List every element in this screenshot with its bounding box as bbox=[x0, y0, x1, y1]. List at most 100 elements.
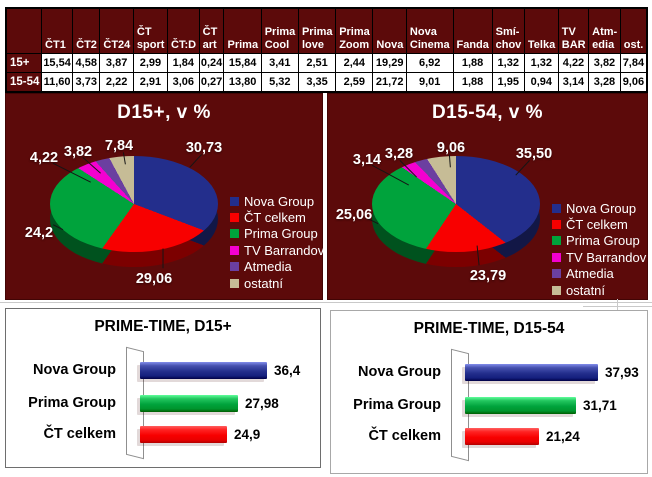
share-value-cell: 0,94 bbox=[523, 72, 559, 93]
bar-category-label: ČT celkem bbox=[43, 426, 116, 442]
share-value-cell: 3,87 bbox=[99, 53, 134, 73]
legend-swatch bbox=[230, 213, 239, 223]
bar-category-label: Prima Group bbox=[353, 397, 441, 413]
share-value-cell: 11,60 bbox=[41, 72, 74, 93]
bar-track: 36,4 bbox=[140, 361, 301, 379]
bar-row: Prima Group 31,71 bbox=[335, 394, 645, 416]
share-value-cell: 15,84 bbox=[223, 53, 262, 73]
legend-item: Nova Group bbox=[552, 200, 646, 216]
column-header: ČT2 bbox=[72, 7, 101, 54]
bar-prima-group bbox=[140, 394, 238, 412]
pie-value-label: 4,22 bbox=[29, 150, 59, 166]
pie-value-label: 30,73 bbox=[185, 140, 223, 156]
bar-panel-primetime-d15plus: PRIME-TIME, D15+ Nova Group 36,4 Prima G… bbox=[5, 308, 321, 468]
pie-panel-d15-54: D15-54, v % 35,50 23,79 25,06 3,14 3,28 … bbox=[327, 93, 648, 300]
row-header: 15+ bbox=[5, 53, 43, 73]
pie-panel-d15plus: D15+, v % 30,73 29,06 24,2 4,22 3,82 7,8… bbox=[5, 93, 324, 300]
column-header: Nova bbox=[372, 7, 407, 54]
share-value-cell: 6,92 bbox=[405, 53, 454, 73]
pie-value-label: 3,82 bbox=[63, 144, 93, 160]
share-value-cell: 19,29 bbox=[372, 53, 407, 73]
share-value-cell: 15,54 bbox=[41, 53, 74, 73]
share-value-cell: 3,14 bbox=[557, 72, 590, 93]
share-value-cell: 2,59 bbox=[335, 72, 374, 93]
bar-ct-celkem bbox=[140, 425, 227, 443]
legend-label: ČT celkem bbox=[244, 210, 306, 226]
column-header: Fanda bbox=[452, 7, 493, 54]
bar-row: Prima Group 27,98 bbox=[10, 392, 318, 414]
bar-category-label: ČT celkem bbox=[368, 428, 441, 444]
legend-swatch bbox=[230, 196, 239, 206]
bar-value-label: 24,9 bbox=[234, 426, 261, 442]
column-header: Prima Zoom bbox=[335, 7, 374, 54]
legend-item: ČT celkem bbox=[552, 216, 646, 232]
bar-track: 27,98 bbox=[140, 394, 279, 412]
share-value-cell: 3,06 bbox=[167, 72, 200, 93]
legend-item: TV Barrandov bbox=[552, 249, 646, 265]
share-value-cell: 7,84 bbox=[619, 53, 648, 73]
pie-value-label: 9,06 bbox=[436, 140, 466, 156]
legend-label: TV Barrandov bbox=[244, 242, 325, 258]
bar-nova-group bbox=[140, 361, 267, 379]
pie-value-label: 29,06 bbox=[135, 271, 173, 287]
legend-item: ostatní bbox=[230, 275, 324, 291]
share-value-cell: 9,06 bbox=[619, 72, 648, 93]
bar-value-label: 27,98 bbox=[245, 395, 279, 411]
share-value-cell: 2,44 bbox=[335, 53, 374, 73]
bar-track: 37,93 bbox=[465, 363, 639, 381]
pie-value-label: 24,2 bbox=[24, 225, 54, 241]
share-value-cell: 1,88 bbox=[452, 72, 493, 93]
share-value-cell: 0,27 bbox=[198, 72, 225, 93]
share-value-cell: 4,22 bbox=[557, 53, 590, 73]
legend-label: Prima Group bbox=[244, 226, 318, 242]
legend-swatch bbox=[552, 252, 561, 262]
column-header: ČT art bbox=[198, 7, 225, 54]
share-value-cell: 0,24 bbox=[198, 53, 225, 73]
pie-3d-surface bbox=[372, 156, 540, 252]
legend-swatch bbox=[230, 229, 239, 239]
column-header: ČT sport bbox=[132, 7, 169, 54]
bar-ct-celkem bbox=[465, 427, 539, 445]
share-value-cell: 9,01 bbox=[405, 72, 454, 93]
legend-label: Nova Group bbox=[566, 200, 637, 216]
column-header: ost. bbox=[619, 7, 648, 54]
pie-chart-d15plus bbox=[50, 156, 218, 267]
column-header: ČT:D bbox=[167, 7, 200, 54]
bar-value-label: 36,4 bbox=[274, 362, 301, 378]
spreadsheet-gridline bbox=[0, 302, 652, 303]
legend-item: Nova Group bbox=[230, 193, 324, 209]
legend-label: TV Barrandov bbox=[566, 249, 647, 265]
legend-label: Atmedia bbox=[566, 266, 614, 282]
pie-legend: Nova Group ČT celkem Prima Group TV Barrand… bbox=[230, 193, 324, 291]
legend-swatch bbox=[552, 236, 561, 246]
bar-track: 24,9 bbox=[140, 425, 261, 443]
column-header: TV BAR bbox=[557, 7, 590, 54]
share-value-cell: 2,99 bbox=[132, 53, 169, 73]
legend-swatch bbox=[230, 278, 239, 288]
legend-swatch bbox=[552, 269, 561, 279]
share-value-cell: 3,35 bbox=[297, 72, 337, 93]
pie-value-label: 25,06 bbox=[335, 207, 373, 223]
share-value-cell: 2,91 bbox=[132, 72, 169, 93]
share-value-cell: 1,32 bbox=[491, 53, 525, 73]
bar-category-label: Nova Group bbox=[33, 362, 116, 378]
pie-value-label: 23,79 bbox=[469, 268, 507, 284]
share-value-cell: 13,80 bbox=[223, 72, 262, 93]
bar-row: ČT celkem 24,9 bbox=[10, 423, 318, 445]
spreadsheet-gridline bbox=[617, 299, 618, 312]
pie-title-d15-54: D15-54, v % bbox=[431, 102, 544, 123]
pie-value-label: 7,84 bbox=[104, 138, 134, 154]
bar-track: 21,24 bbox=[465, 427, 580, 445]
bar-category-label: Prima Group bbox=[28, 395, 116, 411]
bar-nova-group bbox=[465, 363, 598, 381]
legend-label: ČT celkem bbox=[566, 217, 628, 233]
legend-item: Atmedia bbox=[552, 266, 646, 282]
share-value-cell: 3,28 bbox=[588, 72, 621, 93]
column-header: Prima love bbox=[297, 7, 337, 54]
share-value-cell: 2,22 bbox=[99, 72, 134, 93]
legend-swatch bbox=[552, 220, 561, 230]
legend-swatch bbox=[230, 262, 239, 272]
column-header: Telka bbox=[523, 7, 559, 54]
share-value-cell: 21,72 bbox=[372, 72, 407, 93]
